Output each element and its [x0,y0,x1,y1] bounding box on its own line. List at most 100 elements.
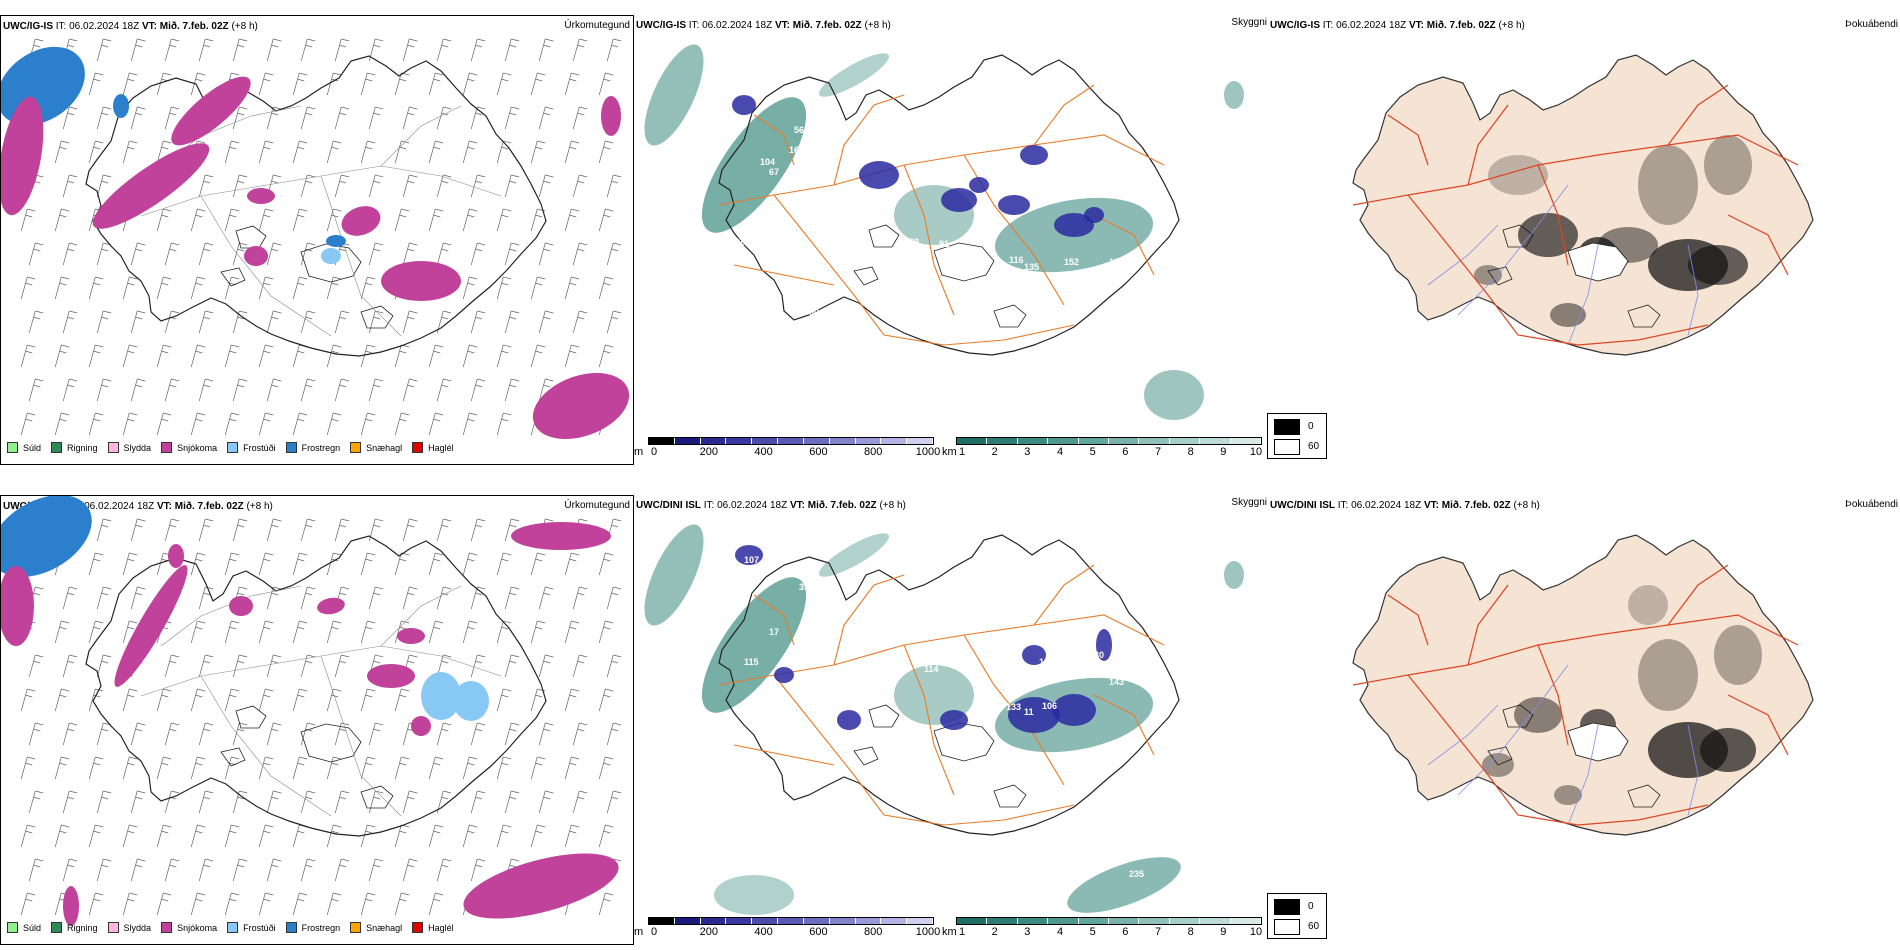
scale-segment [1200,438,1231,444]
scale-segment [881,438,908,444]
legend-label: Frostregn [301,442,341,453]
legend-item: Rigning [51,442,98,453]
scale-segment [1078,918,1110,924]
scale-tick-label: 1 [958,926,966,938]
scale-tick-label: 600 [809,926,828,938]
scale-segment [726,918,753,924]
visibility-value-label: 125 [1079,627,1094,637]
visibility-value-label: 132 [759,517,774,527]
run-info-header: UWC/DINI ISL IT: 06.02.2024 18Z VT: Mið.… [636,500,906,511]
visibility-value-label: 149 [1039,635,1054,645]
visibility-value-label: 207 [1064,645,1079,655]
scale-tick-label: 6 [1122,926,1129,938]
scale-segment [957,918,988,924]
scale-segment [778,918,804,924]
visibility-value-label: 106 [1042,701,1057,711]
scale-segment [674,918,701,924]
visibility-value-label: 58 [734,517,744,527]
visibility-value-label: 133 [1006,702,1021,712]
legend-swatch [285,922,297,933]
fog-map-canvas [1352,534,1814,836]
legend-swatch [350,922,362,933]
visibility-value-label: 143 [1109,677,1124,687]
scale-tick-label: 5 [1089,926,1096,938]
visibility-value-label: 167 [789,145,804,155]
visibility-scale: km 1 2 3 4 5 6 7 8 9 10 [942,437,1266,459]
visibility-value-label: 22 [929,592,939,602]
fog-swatch-high [1274,439,1300,455]
scale-tick-label: 1000 [915,926,941,938]
legend-swatch [412,442,424,453]
legend-label: Haglél [428,442,454,453]
legend-label: Súld [23,922,42,933]
visibility-value-label: 40 [1089,663,1099,673]
precip-type-map-row2: UWC/DINI ISL IT: 06.02.2024 18Z VT: Mið.… [0,495,634,945]
legend-item: Haglél [412,922,454,933]
legend-swatch [51,922,63,933]
scale-segment [726,438,753,444]
visibility-value-label: 11 [1024,707,1034,717]
scale-tick-label: 9 [1220,926,1227,938]
scale-segment [778,438,804,444]
visibility-value-label: 77 [819,267,829,277]
visibility-value-label: 25 [954,587,964,597]
visibility-value-label: 107 [744,555,759,565]
fog-map-canvas [1352,54,1814,356]
scale-segment [907,438,933,444]
scale-tick-label: 600 [809,446,828,458]
visibility-value-label: 110 [844,227,859,237]
legend-swatch [227,922,239,933]
scale-segment [1139,918,1170,924]
legend-item: Frostúði [227,922,276,933]
visibility-value-label: 115 [744,657,759,667]
fog-label-high: 60 [1308,921,1320,932]
fog-index-map-row2: UWC/DINI ISL IT: 06.02.2024 18Z VT: Mið.… [1268,495,1900,945]
scale-unit: m [634,926,644,938]
legend-item: Snæhagl [350,922,402,933]
scale-segment [829,918,856,924]
legend-label: Frostregn [301,922,341,933]
run-info-header: UWC/IG-IS IT: 06.02.2024 18Z VT: Mið. 7.… [3,21,258,32]
visibility-value-label: 693 [1074,287,1089,297]
scale-segment [855,918,882,924]
precip-type-legend: Súld Rigning Slydda Snjókoma Frostúði Frostre… [7,922,464,933]
run-info-header: UWC/IG-IS IT: 06.02.2024 18Z VT: Mið. 7.… [636,20,891,31]
visibility-value-label: 352 [799,582,814,592]
scale-tick-label: 200 [699,446,718,458]
legend-item: Rigning [51,922,98,933]
scale-segment [752,918,779,924]
legend-swatch [107,922,119,933]
scale-segment [957,438,988,444]
visibility-value-label: 104 [760,157,775,167]
panel-title: Skyggni [1231,497,1267,508]
scale-tick-label: 10 [1249,926,1263,938]
legend-swatch [285,442,297,453]
legend-label: Snjókoma [177,442,218,453]
scale-segment [1017,438,1049,444]
precip-map-canvas [1,496,622,926]
visibility-map-row2: UWC/DINI ISL IT: 06.02.2024 18Z VT: Mið.… [634,495,1268,945]
scale-unit: m [634,446,644,458]
visibility-value-label: 56 [794,125,804,135]
visibility-value-label: 186 [658,239,673,249]
legend-item: Frostregn [285,442,341,453]
legend-label: Snæhagl [366,442,403,453]
run-info-header: UWC/DINI ISL IT: 06.02.2024 18Z VT: Mið.… [1270,500,1540,511]
legend-swatch [7,922,18,933]
fog-swatch-high [1274,919,1300,935]
scale-segment [1078,438,1110,444]
visibility-value-label: 135 [1109,257,1124,267]
scale-tick-label: 3 [1024,926,1031,938]
visibility-map-row1: UWC/IG-IS IT: 06.02.2024 18Z VT: Mið. 7.… [634,15,1268,465]
fog-index-map-row1: UWC/IG-IS IT: 06.02.2024 18Z VT: Mið. 7.… [1268,15,1900,465]
scale-segment [649,918,675,924]
scale-tick-label: 400 [754,446,773,458]
visibility-value-label: 135 [1024,262,1039,272]
legend-label: Slydda [123,442,152,453]
fog-swatch-low [1274,419,1300,435]
scale-tick-label: 6 [1122,446,1129,458]
fog-label-high: 60 [1308,441,1320,452]
legend-item: Slydda [107,922,151,933]
legend-swatch [161,922,173,933]
